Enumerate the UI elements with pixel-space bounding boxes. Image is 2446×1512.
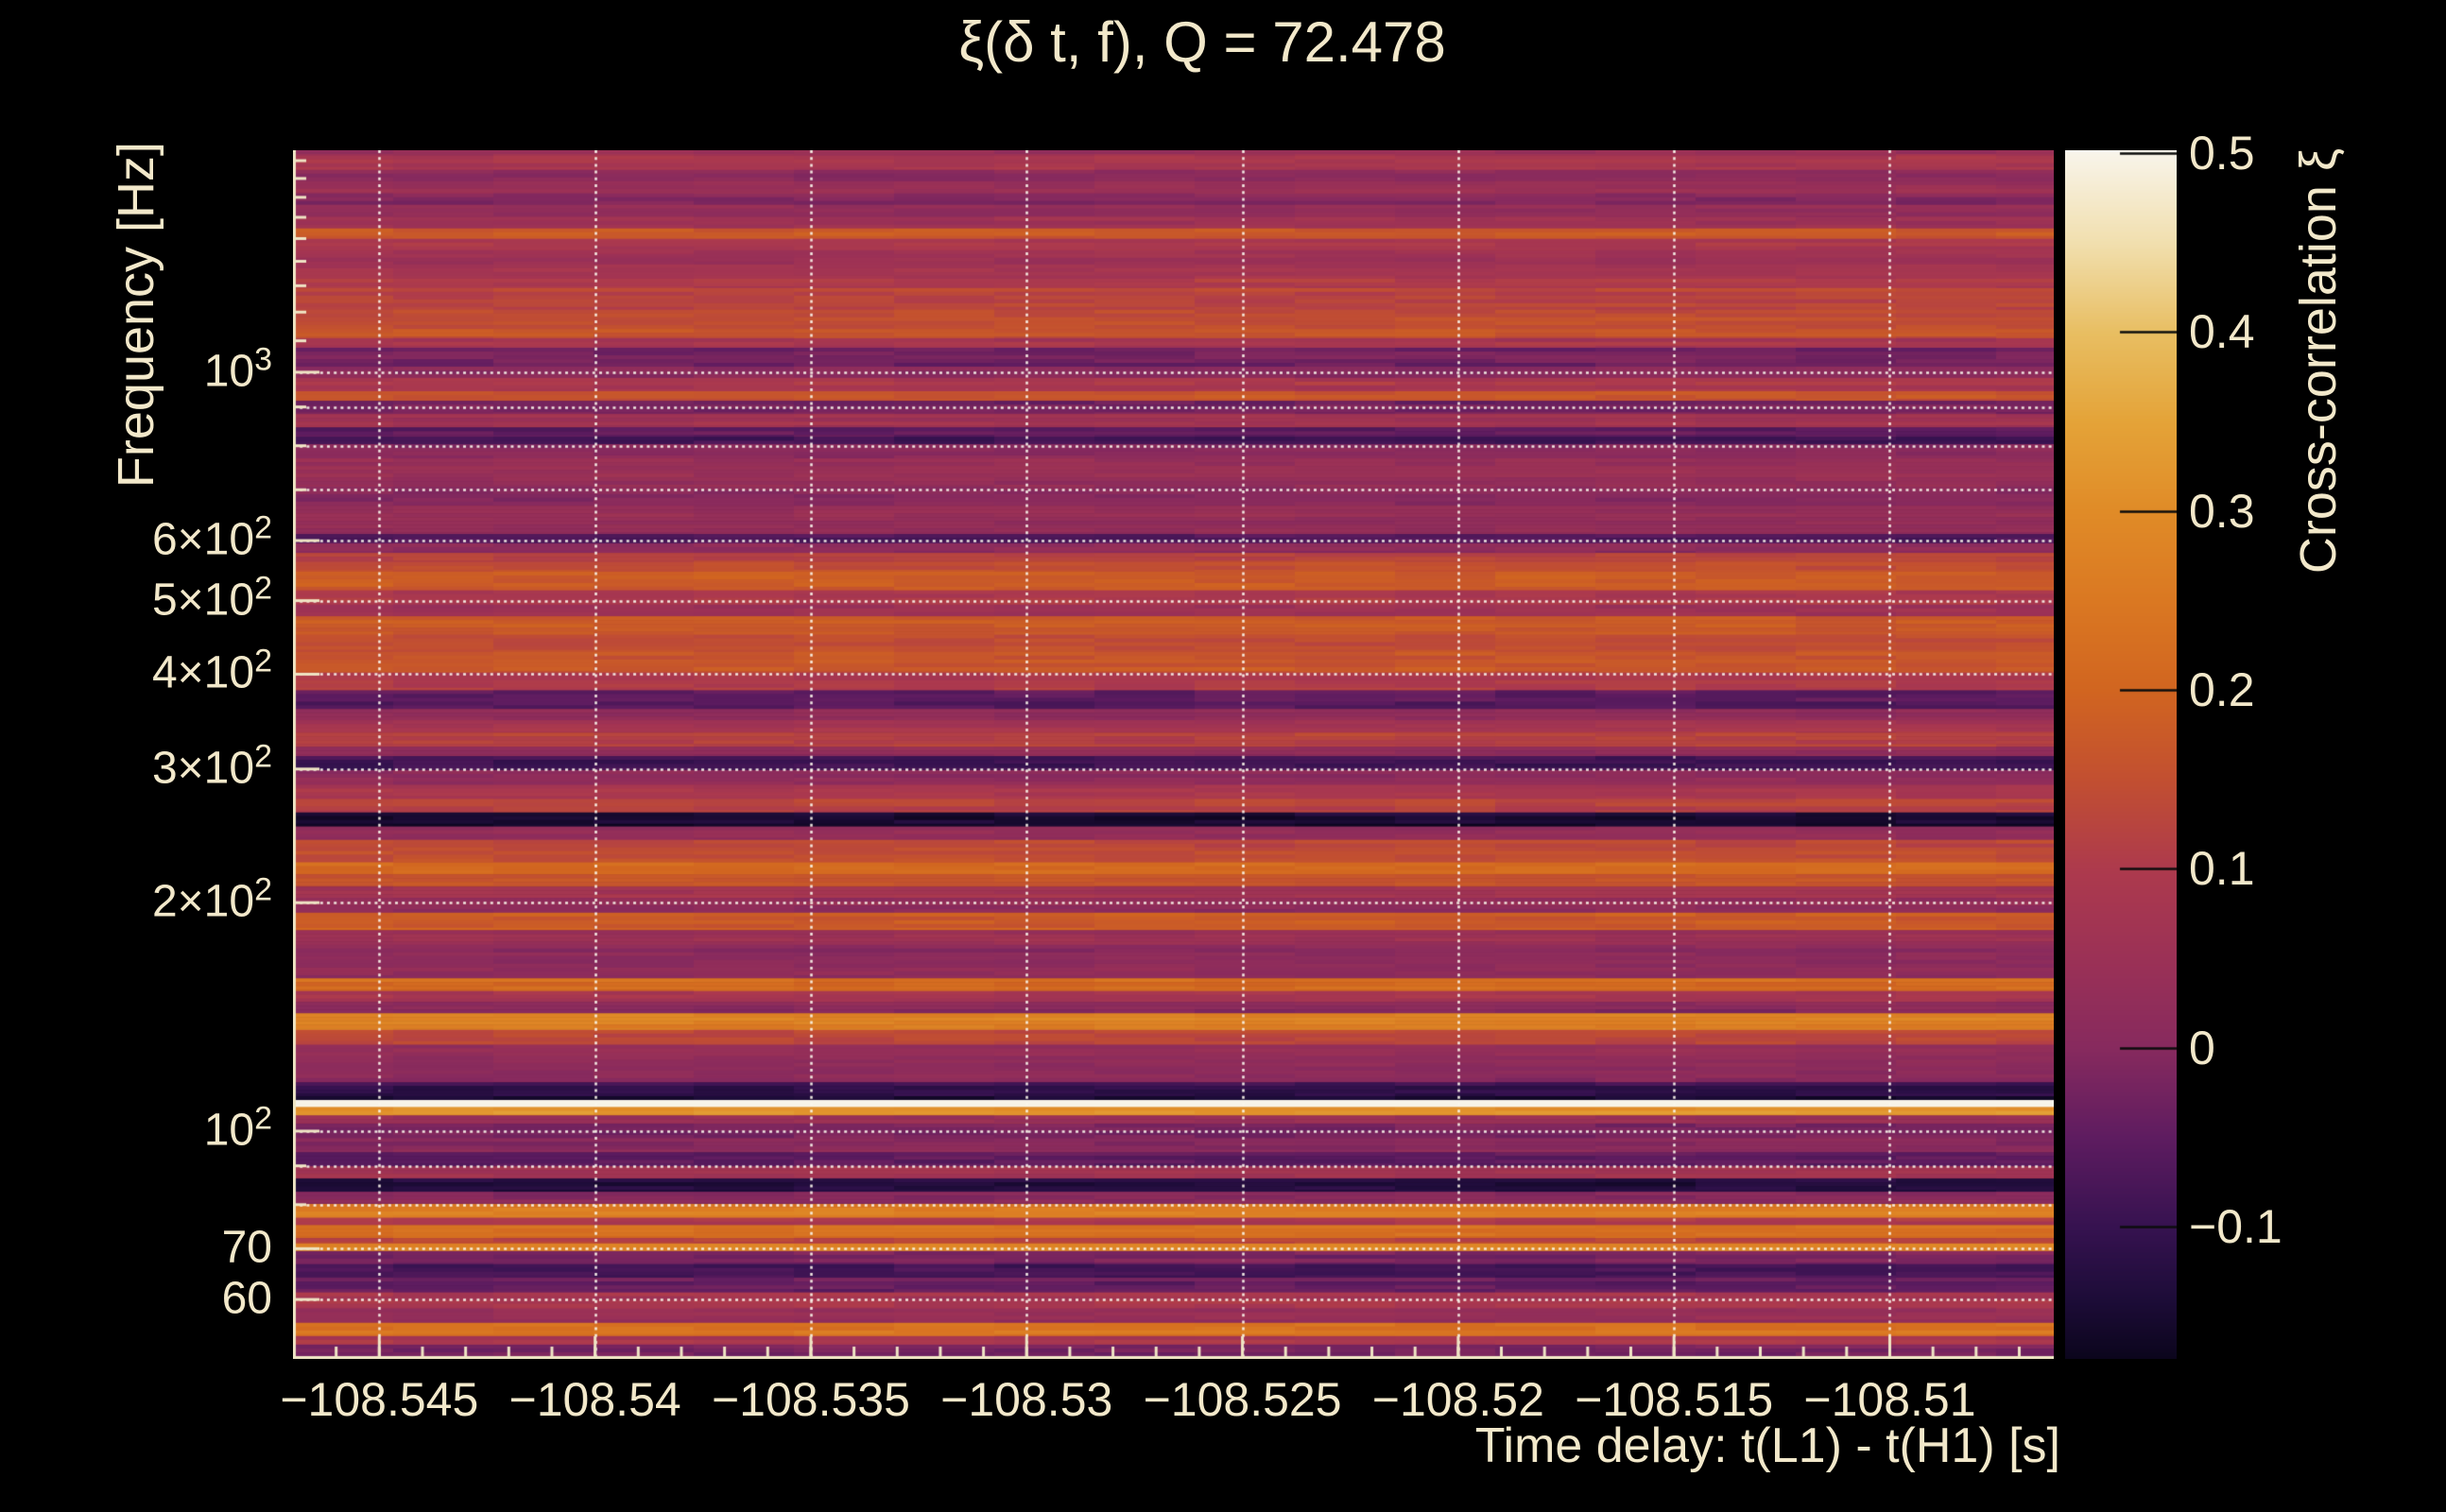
x-tick-label: −108.515 [1575,1373,1774,1426]
x-tick-label: −108.525 [1143,1373,1342,1426]
colorbar-tick-label: 0.2 [2189,662,2255,716]
page-title: ξ(δ t, f), Q = 72.478 [958,10,1446,74]
colorbar [2065,150,2177,1359]
x-tick-label: −108.54 [508,1373,681,1426]
x-tick-label: −108.535 [711,1373,910,1426]
x-tick-label: −108.51 [1803,1373,1976,1426]
colorbar-tick-label: 0 [2189,1021,2215,1074]
y-tick-label: 2×102 [151,871,272,927]
y-tick-label: 6×102 [151,509,272,565]
y-tick-label: 3×102 [151,738,272,794]
colorbar-tick-label: 0.1 [2189,842,2255,896]
y-tick-label: 103 [203,341,272,397]
y-tick-label: 60 [221,1273,272,1324]
colorbar-tick-label: 0.4 [2189,305,2255,359]
x-tick-label: −108.545 [280,1373,479,1426]
x-axis-title: Time delay: t(L1) - t(H1) [s] [1474,1418,2060,1473]
colorbar-tick-label: 0.3 [2189,484,2255,538]
colorbar-tick-label: −0.1 [2189,1199,2282,1253]
colorbar-title: Cross-correlation ξ [2290,147,2347,575]
colorbar-tick-label: 0.5 [2189,127,2255,180]
x-tick-label: −108.52 [1371,1373,1544,1426]
y-tick-label: 102 [203,1100,272,1156]
y-tick-label: 5×102 [151,570,272,626]
heatmap-plot [293,150,2054,1359]
x-tick-label: −108.53 [940,1373,1113,1426]
y-tick-label: 70 [221,1222,272,1273]
y-tick-label: 4×102 [151,643,272,698]
